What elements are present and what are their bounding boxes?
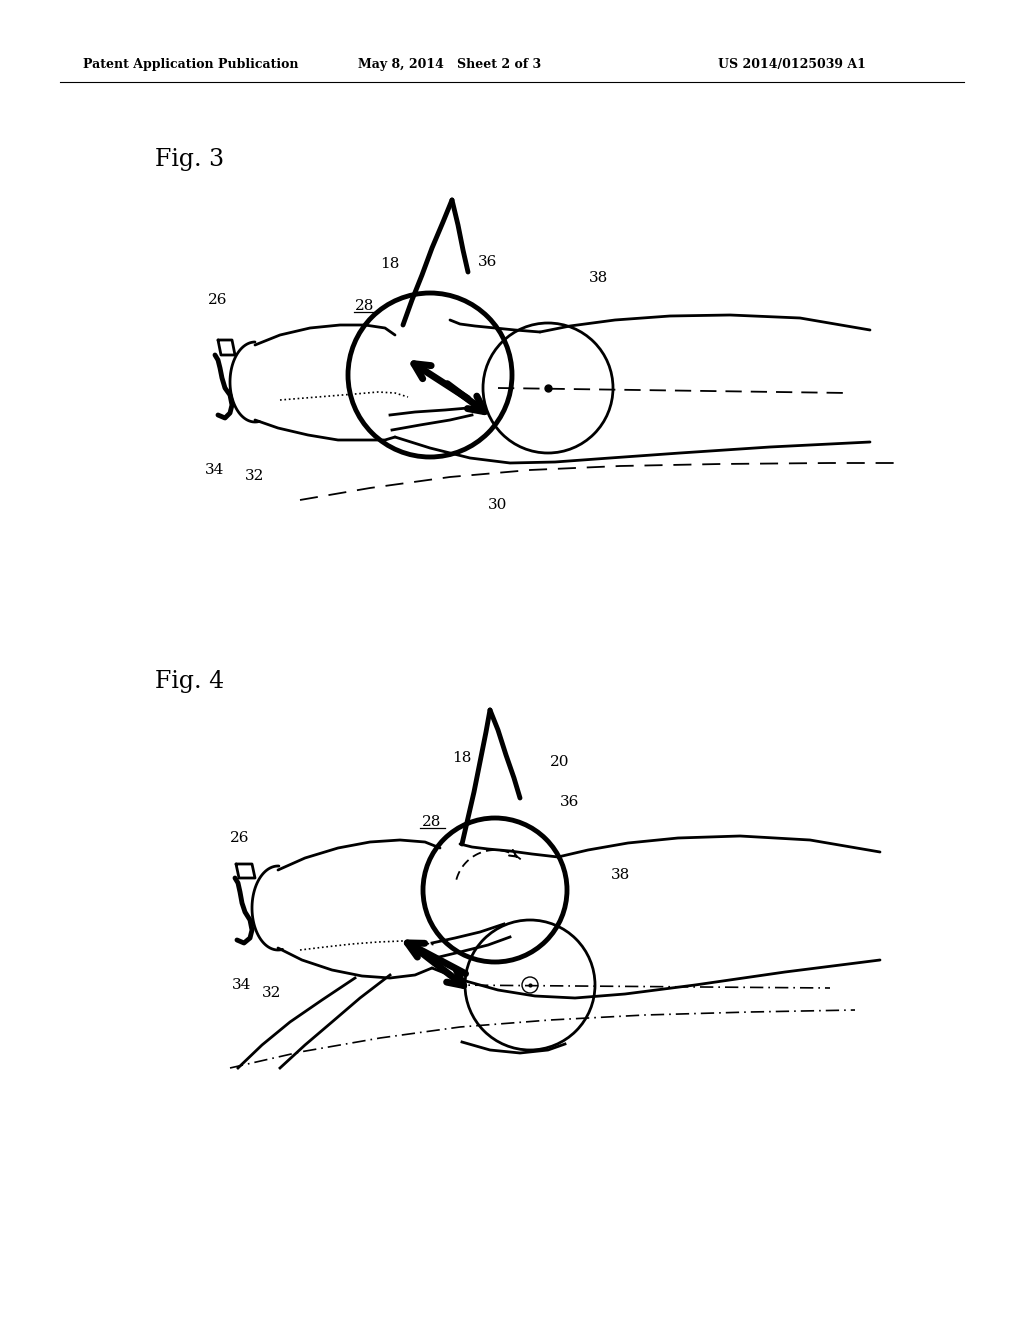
Text: 26: 26: [208, 293, 227, 308]
Text: Patent Application Publication: Patent Application Publication: [83, 58, 299, 71]
Text: 32: 32: [262, 986, 282, 1001]
Text: 18: 18: [453, 751, 472, 766]
Text: 36: 36: [478, 255, 498, 269]
Text: 38: 38: [610, 869, 630, 882]
Text: 34: 34: [206, 463, 224, 477]
Text: 34: 34: [232, 978, 252, 993]
Text: 30: 30: [488, 498, 508, 512]
Text: 20: 20: [550, 755, 569, 770]
Text: 26: 26: [230, 832, 250, 845]
Text: 32: 32: [246, 469, 264, 483]
Text: Fig. 3: Fig. 3: [155, 148, 224, 172]
Text: US 2014/0125039 A1: US 2014/0125039 A1: [718, 58, 866, 71]
Text: 18: 18: [380, 257, 399, 271]
Text: Fig. 4: Fig. 4: [155, 671, 224, 693]
Text: 36: 36: [560, 795, 580, 809]
Text: 38: 38: [589, 271, 607, 285]
Text: 28: 28: [422, 814, 441, 829]
Text: May 8, 2014   Sheet 2 of 3: May 8, 2014 Sheet 2 of 3: [358, 58, 541, 71]
Text: 28: 28: [355, 300, 375, 313]
